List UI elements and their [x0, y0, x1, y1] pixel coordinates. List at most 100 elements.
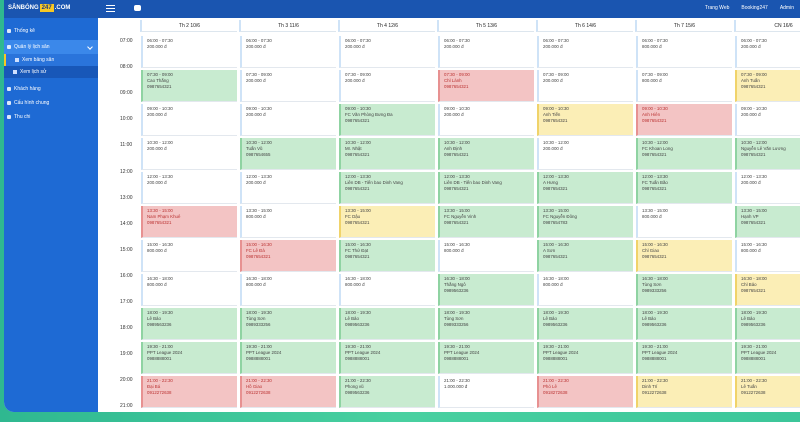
menu-item[interactable]: Quản lý lịch sân: [4, 40, 98, 54]
booking-slot[interactable]: 15:00 - 16:30 Chỉ Giao 0987654321: [636, 240, 732, 272]
booking-slot[interactable]: 19:30 - 21:00 PPT League 2024 0988888001: [537, 342, 633, 374]
booking-slot[interactable]: 12:00 - 13:30 200.000 đ: [735, 172, 800, 204]
top-link[interactable]: Trang Web: [704, 5, 730, 11]
top-link[interactable]: Admin: [779, 5, 794, 11]
booking-slot[interactable]: 07:30 - 09:00 Anh Tuấn 0987654321: [735, 70, 800, 102]
booking-slot[interactable]: 09:00 - 10:30 200.000 đ: [735, 104, 800, 136]
booking-slot[interactable]: 06:00 - 07:30 800.000 đ: [636, 36, 732, 68]
booking-slot[interactable]: 16:30 - 18:00 Chỉ Bảo 0987654321: [735, 274, 800, 306]
booking-slot[interactable]: 19:30 - 21:00 PPT League 2024 0988888001: [141, 342, 237, 374]
booking-slot[interactable]: 12:00 - 13:30 Liên DB - Tiến bao Dinh Van…: [438, 172, 534, 204]
menu-item[interactable]: Cấu hình chung: [4, 96, 98, 110]
slot-phone: 0912272638: [147, 390, 172, 395]
slot-time: 21:00 - 22:30: [246, 378, 272, 383]
menu-item[interactable]: Thu chi: [4, 110, 98, 124]
submenu-item[interactable]: Xem bảng sân: [4, 54, 98, 66]
chat-icon[interactable]: [134, 5, 141, 11]
booking-slot[interactable]: 21:00 - 22:30 1.000.000 đ: [438, 376, 534, 408]
booking-slot[interactable]: 21:00 - 22:30 Dinh Trí 0912272638: [636, 376, 732, 408]
menu-item[interactable]: Khách hàng: [4, 82, 98, 96]
booking-slot[interactable]: 12:00 - 13:30 200.000 đ: [240, 172, 336, 204]
booking-slot[interactable]: 13:30 - 15:00 Nam Phạm Khuê 0987654321: [141, 206, 237, 238]
booking-slot[interactable]: 12:00 - 13:30 A Hưng 0987654321: [537, 172, 633, 204]
booking-slot[interactable]: 13:30 - 15:00 800.000 đ: [636, 206, 732, 238]
booking-slot[interactable]: 12:00 - 13:30 200.000 đ: [141, 172, 237, 204]
booking-slot[interactable]: 06:00 - 07:30 200.000 đ: [141, 36, 237, 68]
booking-slot[interactable]: 13:30 - 15:00 FC Dậu 0987654321: [339, 206, 435, 238]
booking-slot[interactable]: 10:30 - 12:00 Tuấn Vũ 0987654655: [240, 138, 336, 170]
booking-slot[interactable]: 18:00 - 19:30 Lê Bảo 0989563236: [141, 308, 237, 340]
booking-slot[interactable]: 18:00 - 19:30 Lê Bảo 0989563236: [339, 308, 435, 340]
booking-slot[interactable]: 18:00 - 19:30 Tùng Sơn 0989333256: [438, 308, 534, 340]
booking-slot[interactable]: 15:00 - 16:30 800.000 đ: [438, 240, 534, 272]
booking-slot[interactable]: 18:00 - 19:30 Tùng Sơn 0989333256: [240, 308, 336, 340]
top-link[interactable]: Booking247: [741, 5, 768, 11]
booking-slot[interactable]: 09:00 - 10:30 200.000 đ: [240, 104, 336, 136]
booking-slot[interactable]: 16:30 - 18:00 800.000 đ: [537, 274, 633, 306]
booking-slot[interactable]: 13:30 - 15:00 Hạnh VP 0987654321: [735, 206, 800, 238]
booking-slot[interactable]: 10:30 - 12:00 200.000 đ: [537, 138, 633, 170]
booking-slot[interactable]: 15:00 - 16:30 FC Thứ Đạt 0987654321: [339, 240, 435, 272]
booking-slot[interactable]: 07:30 - 09:00 Chỉ Lành 0987654321: [438, 70, 534, 102]
booking-slot[interactable]: 06:00 - 07:30 200.000 đ: [339, 36, 435, 68]
booking-slot[interactable]: 09:00 - 10:30 200.000 đ: [438, 104, 534, 136]
booking-slot[interactable]: 21:00 - 22:30 Phong vũ 0989563236: [339, 376, 435, 408]
menu-item[interactable]: Thống kê: [4, 24, 98, 38]
booking-slot[interactable]: 15:00 - 16:30 800.000 đ: [141, 240, 237, 272]
booking-slot[interactable]: 10:30 - 12:00 Nguyễn Lê Văn Lương 09876543…: [735, 138, 800, 170]
slot-title: 800.000 đ: [246, 282, 266, 287]
booking-slot[interactable]: 21:00 - 22:30 Lê Tuấn 0912272638: [735, 376, 800, 408]
booking-slot[interactable]: 07:30 - 09:00 200.000 đ: [339, 70, 435, 102]
booking-slot[interactable]: 13:30 - 15:00 FC Nguyễn Đông 0987654783: [537, 206, 633, 238]
booking-slot[interactable]: 10:30 - 12:00 FC Khoan Long 0987654321: [636, 138, 732, 170]
booking-slot[interactable]: 09:00 - 10:30 Anh Hiên 0987654321: [636, 104, 732, 136]
booking-slot[interactable]: 12:00 - 13:30 Liên DB - Tiến bao Dinh Van…: [339, 172, 435, 204]
booking-slot[interactable]: 21:00 - 22:30 Đại Bá 0912272638: [141, 376, 237, 408]
booking-slot[interactable]: 19:30 - 21:00 PPT League 2024 0988888001: [438, 342, 534, 374]
logo-suffix: .COM: [54, 5, 71, 11]
booking-slot[interactable]: 19:30 - 21:00 PPT League 2024 0988888001: [636, 342, 732, 374]
booking-slot[interactable]: 09:00 - 10:30 Anh Tiến 0987654321: [537, 104, 633, 136]
booking-slot[interactable]: 07:30 - 09:00 Cao Thắng 0987654321: [141, 70, 237, 102]
booking-slot[interactable]: 19:30 - 21:00 PPT League 2024 0988888001: [339, 342, 435, 374]
booking-slot[interactable]: 16:30 - 18:00 800.000 đ: [141, 274, 237, 306]
booking-slot[interactable]: 21:00 - 22:30 Hồ Giao 0912272638: [240, 376, 336, 408]
menu-toggle[interactable]: [106, 5, 115, 12]
booking-slot[interactable]: 16:30 - 18:00 Thắng Ngô 0989563236: [438, 274, 534, 306]
booking-slot[interactable]: 06:00 - 07:30 200.000 đ: [735, 36, 800, 68]
booking-slot[interactable]: 09:00 - 10:30 200.000 đ: [141, 104, 237, 136]
booking-slot[interactable]: 15:00 - 16:30 FC Lê Đà 0987654321: [240, 240, 336, 272]
booking-slot[interactable]: 13:30 - 15:00 800.000 đ: [240, 206, 336, 238]
booking-slot[interactable]: 18:00 - 19:30 Lê Bảo 0989563236: [537, 308, 633, 340]
booking-slot[interactable]: 09:00 - 10:30 FC Văn Phòng Bưng Đa 0987654…: [339, 104, 435, 136]
booking-slot[interactable]: 19:30 - 21:00 PPT League 2024 0988888001: [240, 342, 336, 374]
booking-slot[interactable]: 16:30 - 18:00 Tùng Sơn 0989333256: [636, 274, 732, 306]
booking-slot[interactable]: 07:30 - 09:00 800.000 đ: [636, 70, 732, 102]
submenu-item[interactable]: Xem lịch sử: [4, 66, 98, 78]
booking-slot[interactable]: 12:00 - 13:30 FC Tuấn Bão 0987654321: [636, 172, 732, 204]
booking-slot[interactable]: 21:00 - 22:30 Phó Lê 0918272638: [537, 376, 633, 408]
slot-title: 800.000 đ: [345, 282, 365, 287]
booking-slot[interactable]: 07:30 - 09:00 200.000 đ: [537, 70, 633, 102]
booking-slot[interactable]: 18:00 - 19:30 Lê Bảo 0989563236: [735, 308, 800, 340]
booking-slot[interactable]: 07:30 - 09:00 200.000 đ: [240, 70, 336, 102]
booking-slot[interactable]: 16:30 - 18:00 800.000 đ: [339, 274, 435, 306]
slot-time: 13:30 - 15:00: [246, 208, 272, 213]
slot-time: 06:00 - 07:30: [147, 38, 173, 43]
booking-slot[interactable]: 19:30 - 21:00 PPT League 2024 0988888001: [735, 342, 800, 374]
booking-slot[interactable]: 15:00 - 16:30 A Sơn 0987654321: [537, 240, 633, 272]
booking-slot[interactable]: 15:00 - 16:30 800.000 đ: [735, 240, 800, 272]
booking-slot[interactable]: 10:30 - 12:00 Anh Định 0987654321: [438, 138, 534, 170]
logo[interactable]: SÂNBÓNG 247 .COM: [8, 4, 70, 12]
booking-slot[interactable]: 06:00 - 07:30 200.000 đ: [240, 36, 336, 68]
booking-slot[interactable]: 18:00 - 19:30 Lê Bảo 0989563236: [636, 308, 732, 340]
booking-slot[interactable]: 10:30 - 12:00 Mr. Nhật 0987654321: [339, 138, 435, 170]
booking-slot[interactable]: 16:30 - 18:00 800.000 đ: [240, 274, 336, 306]
booking-slot[interactable]: 06:00 - 07:30 200.000 đ: [438, 36, 534, 68]
booking-slot[interactable]: 10:30 - 12:00 200.000 đ: [141, 138, 237, 170]
slot-time: 19:30 - 21:00: [345, 344, 371, 349]
slot-title: PPT League 2024: [246, 350, 282, 355]
slot-phone: 0988888001: [246, 356, 271, 361]
booking-slot[interactable]: 13:30 - 15:00 FC Nguyễn Vinh 0987654321: [438, 206, 534, 238]
booking-slot[interactable]: 06:00 - 07:30 200.000 đ: [537, 36, 633, 68]
